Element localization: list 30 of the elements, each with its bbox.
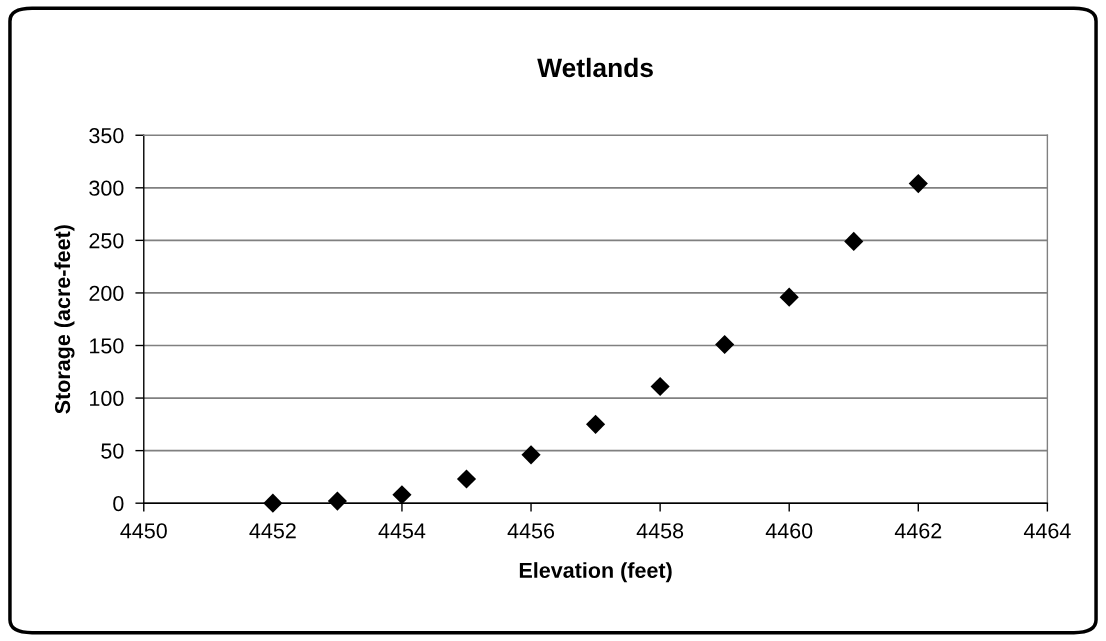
point bbox=[779, 287, 799, 307]
point bbox=[521, 445, 541, 465]
x-tick-label: 4456 bbox=[507, 523, 555, 539]
y-tick-label: 50 bbox=[101, 443, 124, 459]
x-tick-label: 4464 bbox=[1023, 523, 1071, 539]
x-tick-label: 4452 bbox=[249, 523, 296, 539]
point bbox=[715, 334, 735, 355]
x-axis-title: Elevation (feet) bbox=[519, 562, 672, 583]
y-tick-label: 250 bbox=[89, 233, 124, 249]
point bbox=[650, 376, 670, 397]
point bbox=[456, 469, 477, 489]
y-tick-label: 150 bbox=[90, 338, 124, 354]
point bbox=[908, 174, 928, 194]
y-tick-label: 200 bbox=[89, 285, 124, 301]
y-tick-label: 350 bbox=[89, 128, 124, 144]
x-tick-label: 4462 bbox=[894, 523, 942, 539]
point bbox=[327, 491, 347, 511]
x-tick-label: 4458 bbox=[636, 523, 684, 539]
x-tick-label: 4460 bbox=[765, 523, 813, 539]
y-tick-label: 0 bbox=[113, 495, 124, 512]
chart-title: Wetlands bbox=[537, 57, 653, 78]
y-tick-label: 300 bbox=[89, 180, 124, 196]
y-tick-label: 100 bbox=[90, 390, 124, 407]
y-axis-title: Storage (acre-feet) bbox=[54, 225, 75, 414]
x-tick-label: 4454 bbox=[378, 523, 426, 539]
point bbox=[844, 231, 864, 251]
point bbox=[392, 485, 412, 505]
point bbox=[586, 414, 606, 434]
point bbox=[263, 493, 283, 513]
x-tick-label: 4450 bbox=[120, 523, 167, 539]
